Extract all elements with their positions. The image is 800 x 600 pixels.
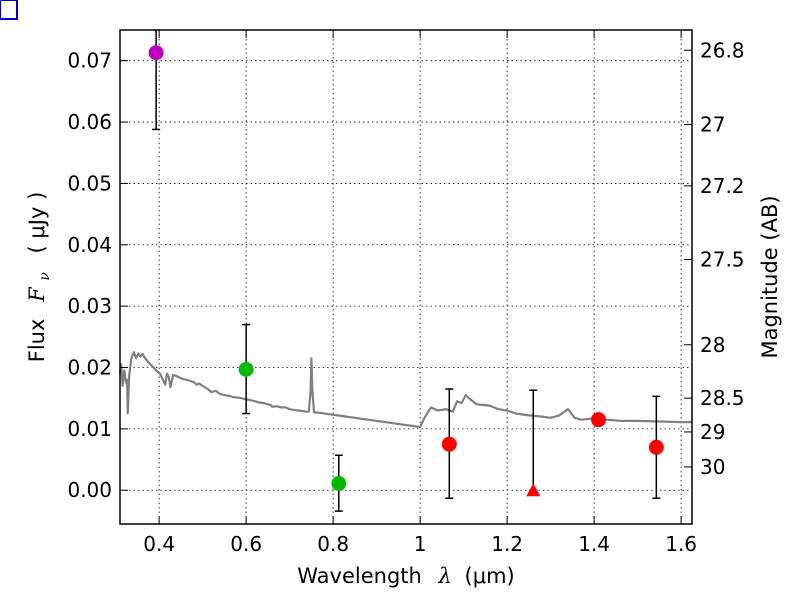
x-tick-label: 0.8 (317, 532, 349, 556)
data-point-observed-visual (331, 475, 347, 491)
right-axis-label: Magnitude (AB) (758, 195, 782, 358)
x-axis-label-symbol: λ (438, 564, 452, 588)
model-photometry-square (0, 0, 18, 20)
y2-tick-label: 28 (700, 333, 725, 357)
y-tick-label: 0.07 (67, 49, 112, 73)
y2-tick-label: 26.8 (700, 38, 745, 62)
y-axis-label-unit: ( μJy ) (25, 192, 49, 254)
y-axis-label: Flux F ν ( μJy ) (25, 192, 54, 363)
data-point-observed-blue (148, 45, 164, 61)
data-point-observed-nir (590, 412, 606, 428)
y2-tick-label: 28.5 (700, 386, 745, 410)
grid (120, 30, 692, 524)
plot-area (0, 0, 692, 512)
y-tick-label: 0.01 (67, 417, 112, 441)
data-point-observed-visual (238, 361, 254, 377)
x-axis-label-text: Wavelength (297, 564, 422, 588)
model-photometry-square (0, 0, 18, 20)
x-axis-label: Wavelength λ (μm) (297, 564, 514, 588)
data-point-observed-nir (441, 436, 457, 452)
model-sed-line (118, 351, 692, 429)
y-tick-label: 0.02 (67, 356, 112, 380)
upper-limit-marker (526, 483, 541, 497)
axes-frame (119, 29, 693, 525)
x-tick-label: 1 (414, 532, 427, 556)
y-axis-label-symbol: F (25, 286, 49, 303)
y-tick-label: 0.06 (67, 110, 112, 134)
model-photometry-square (0, 0, 18, 20)
y2-tick-label: 29 (700, 420, 725, 444)
y2-tick-label: 27.5 (700, 248, 745, 272)
y-tick-label: 0.03 (67, 294, 112, 318)
y-axis-label-subscript: ν (37, 272, 53, 281)
x-tick-label: 1.6 (665, 532, 697, 556)
y-tick-label: 0.04 (67, 233, 112, 257)
model-photometry-square (0, 0, 18, 20)
x-tick-label: 1.4 (578, 532, 610, 556)
y2-tick-label: 27.2 (700, 174, 745, 198)
y2-tick-label: 30 (700, 455, 725, 479)
x-tick-label: 1.2 (491, 532, 523, 556)
y-axis-label-text: Flux (25, 319, 49, 363)
x-tick-label: 0.4 (143, 532, 175, 556)
x-tick-label: 0.6 (230, 532, 262, 556)
model-photometry-square (0, 0, 18, 20)
y-tick-label: 0.00 (67, 478, 112, 502)
axis-ticks: 0.4 0.6 0.8 1 1.2 1.4 1.6 0.00 0.01 0.02 0.03 0.04 0… (67, 30, 745, 556)
data-point-observed-nir (648, 439, 664, 455)
y2-tick-label: 27 (700, 113, 725, 137)
y-tick-label: 0.05 (67, 171, 112, 195)
model-photometry-square (0, 0, 18, 20)
x-axis-label-unit: (μm) (465, 564, 515, 588)
model-photometry-square (0, 0, 18, 20)
